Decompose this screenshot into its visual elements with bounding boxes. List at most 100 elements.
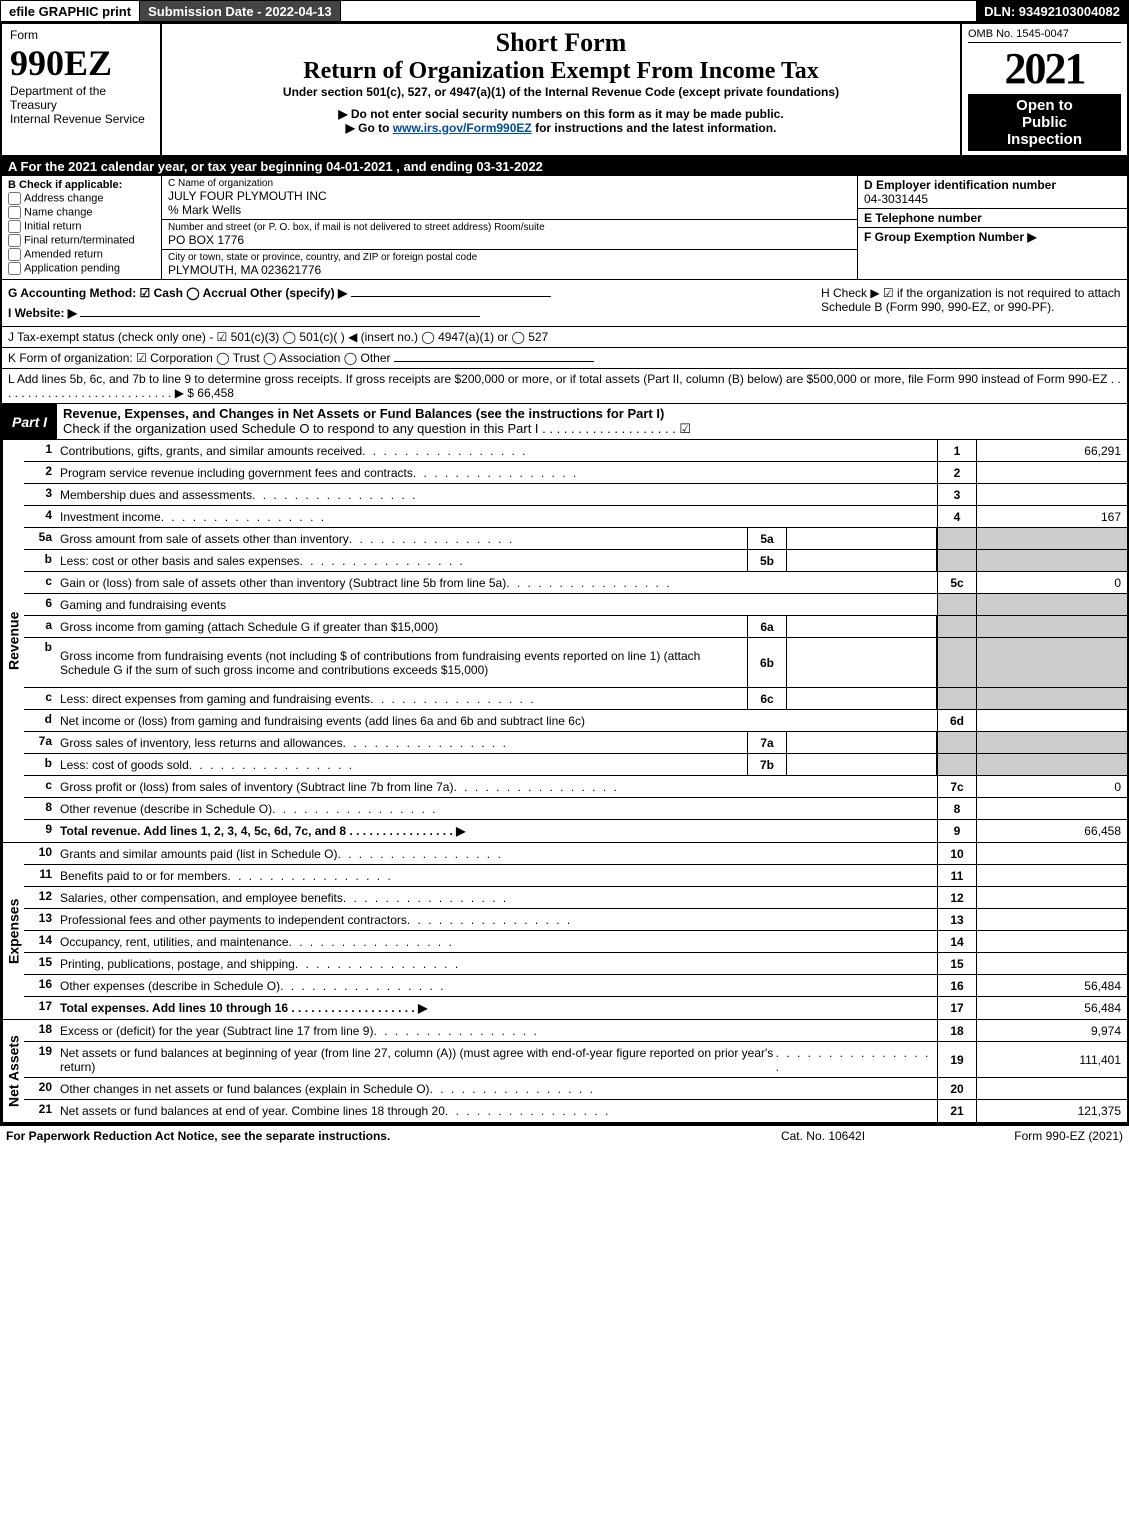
e-row: E Telephone number [858,209,1127,228]
l6c-midv [787,688,937,709]
spacer [341,1,977,21]
l7a-num: 7a [24,732,56,753]
l6d-rn: 6d [937,710,977,731]
l11-num: 11 [24,865,56,886]
l15-rn: 15 [937,953,977,974]
cb-final-return[interactable]: Final return/terminated [8,234,155,247]
ein-value: 04-3031445 [864,192,1121,206]
open2: Public [968,114,1121,131]
line-gh: G Accounting Method: ☑ Cash ◯ Accrual Ot… [2,280,1127,327]
footer-center: Cat. No. 10642I [723,1129,923,1143]
l4-rn: 4 [937,506,977,527]
l11-rn: 11 [937,865,977,886]
open-public: Open to Public Inspection [968,94,1121,151]
l5c-num: c [24,572,56,593]
cb-amended-return[interactable]: Amended return [8,248,155,261]
l7c-desc: Gross profit or (loss) from sales of inv… [56,776,937,797]
city-label: City or town, state or province, country… [168,252,851,263]
goto-pre: ▶ Go to [346,121,393,135]
l16-rn: 16 [937,975,977,996]
l5a-desc: Gross amount from sale of assets other t… [56,528,747,549]
l20-val [977,1078,1127,1099]
l16-desc: Other expenses (describe in Schedule O) [56,975,937,996]
d-label: D Employer identification number [864,178,1121,192]
l6-num: 6 [24,594,56,615]
short-form: Short Form [170,28,952,58]
col-b: B Check if applicable: Address change Na… [2,176,162,279]
l21-val: 121,375 [977,1100,1127,1122]
l19-num: 19 [24,1042,56,1077]
l6b-rn [937,638,977,687]
part1-title: Revenue, Expenses, and Changes in Net As… [57,404,1127,439]
l12-desc: Salaries, other compensation, and employ… [56,887,937,908]
cb-address-change[interactable]: Address change [8,192,155,205]
col-c: C Name of organization JULY FOUR PLYMOUT… [162,176,857,279]
expenses-sidelabel: Expenses [2,843,24,1019]
l15-num: 15 [24,953,56,974]
section-bcde: B Check if applicable: Address change Na… [2,176,1127,280]
l18-desc: Excess or (deficit) for the year (Subtra… [56,1020,937,1041]
cb-application-pending[interactable]: Application pending [8,262,155,275]
l13-rn: 13 [937,909,977,930]
goto-link[interactable]: www.irs.gov/Form990EZ [393,121,532,135]
l20-rn: 20 [937,1078,977,1099]
submission-date: Submission Date - 2022-04-13 [140,1,341,21]
l6b-mid: 6b [747,638,787,687]
open1: Open to [968,97,1121,114]
l12-val [977,887,1127,908]
l12-rn: 12 [937,887,977,908]
efile-label[interactable]: efile GRAPHIC print [1,1,140,21]
l5b-num: b [24,550,56,571]
part1-tag: Part I [2,412,57,432]
c-city-row: City or town, state or province, country… [162,250,857,279]
l3-rn: 3 [937,484,977,505]
part1-header: Part I Revenue, Expenses, and Changes in… [2,404,1127,440]
l14-val [977,931,1127,952]
l6-val [977,594,1127,615]
l8-desc: Other revenue (describe in Schedule O) [56,798,937,819]
f-row: F Group Exemption Number ▶ [858,228,1127,246]
l6a-val [977,616,1127,637]
year-col: OMB No. 1545-0047 2021 Open to Public In… [962,24,1127,155]
l6a-rn [937,616,977,637]
top-bar: efile GRAPHIC print Submission Date - 20… [0,0,1129,22]
header: Form 990EZ Department of the Treasury In… [2,24,1127,157]
footer-right: Form 990-EZ (2021) [923,1129,1123,1143]
l10-rn: 10 [937,843,977,864]
under-section: Under section 501(c), 527, or 4947(a)(1)… [170,85,952,99]
l6-rn [937,594,977,615]
l5a-mid: 5a [747,528,787,549]
l6c-desc: Less: direct expenses from gaming and fu… [56,688,747,709]
l6a-mid: 6a [747,616,787,637]
l7a-rn [937,732,977,753]
revenue-sidelabel: Revenue [2,440,24,842]
l6-desc: Gaming and fundraising events [56,594,937,615]
l10-val [977,843,1127,864]
irs-label: Internal Revenue Service [10,112,152,126]
l4-num: 4 [24,506,56,527]
l19-desc: Net assets or fund balances at beginning… [56,1042,937,1077]
c-label: C Name of organization [168,178,851,189]
l3-val [977,484,1127,505]
l5b-rn [937,550,977,571]
l20-num: 20 [24,1078,56,1099]
l7a-midv [787,732,937,753]
l5b-val [977,550,1127,571]
l1-val: 66,291 [977,440,1127,461]
c-street-row: Number and street (or P. O. box, if mail… [162,220,857,250]
col-de: D Employer identification number 04-3031… [857,176,1127,279]
dept-treasury: Department of the Treasury [10,84,152,112]
l10-desc: Grants and similar amounts paid (list in… [56,843,937,864]
cb-name-change[interactable]: Name change [8,206,155,219]
do-not-enter: ▶ Do not enter social security numbers o… [170,107,952,121]
l7a-val [977,732,1127,753]
l8-rn: 8 [937,798,977,819]
l2-desc: Program service revenue including govern… [56,462,937,483]
l17-desc: Total expenses. Add lines 10 through 16 … [56,997,937,1019]
line-k: K Form of organization: ☑ Corporation ◯ … [2,348,1127,369]
l13-num: 13 [24,909,56,930]
l18-rn: 18 [937,1020,977,1041]
form-word: Form [10,28,152,42]
l6b-desc: Gross income from fundraising events (no… [56,638,747,687]
cb-initial-return[interactable]: Initial return [8,220,155,233]
